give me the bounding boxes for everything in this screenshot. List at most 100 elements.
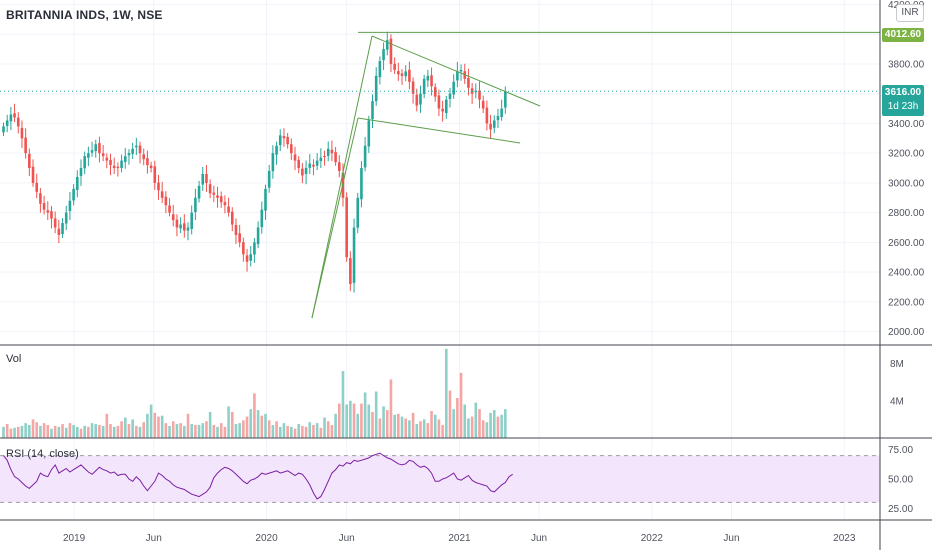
candle-body [448, 93, 452, 100]
volume-bar [242, 420, 245, 438]
price-candle [286, 133, 289, 149]
candle-body [249, 254, 253, 261]
price-candle [112, 157, 116, 174]
volume-bar [352, 403, 356, 438]
volume-bar [120, 421, 123, 438]
price-candle [201, 166, 205, 191]
price-candle [50, 206, 53, 229]
candle-body [64, 212, 68, 224]
x-axis-tick-label: 2020 [255, 533, 278, 544]
volume-bar [297, 424, 300, 438]
volume-pane-label[interactable]: Vol [6, 353, 22, 365]
price-candle [278, 129, 282, 152]
price-candle [109, 153, 112, 176]
volume-axis-tick-label: 4M [890, 396, 904, 407]
last-price-tag: 3616.00 1d 23h [882, 85, 924, 116]
volume-bar [212, 424, 216, 438]
candle-body [481, 100, 485, 109]
candle-body [234, 224, 238, 235]
candle-body [13, 113, 16, 118]
candle-body [90, 150, 94, 153]
price-candle [445, 95, 448, 119]
candle-body [323, 155, 326, 157]
candle-body [271, 153, 275, 172]
x-axis-tick-label: Jun [531, 533, 547, 544]
price-candle [153, 160, 157, 190]
price-candle [205, 165, 208, 192]
candle-body [278, 135, 282, 146]
candle-body [53, 218, 57, 228]
currency-badge[interactable]: INR [896, 4, 924, 22]
volume-bar [219, 423, 223, 438]
price-candle [408, 61, 411, 90]
price-candle [253, 238, 256, 263]
candle-body [445, 99, 448, 114]
volume-bar [123, 417, 127, 438]
volume-bar [135, 425, 138, 438]
volume-bar [83, 425, 86, 438]
price-candle [24, 128, 27, 159]
price-candle [16, 112, 20, 134]
volume-bar [208, 411, 212, 438]
candle-body [430, 75, 433, 87]
volume-bar [474, 402, 478, 438]
candle-body [282, 136, 286, 139]
volume-bar [20, 425, 24, 438]
rsi-pane-label[interactable]: RSI (14, close) [6, 448, 79, 460]
volume-bar [24, 423, 27, 438]
volume-bar [326, 421, 330, 438]
volume-bar [404, 418, 408, 438]
volume-bar [5, 424, 9, 438]
candle-body [489, 123, 492, 130]
price-candle [127, 149, 131, 165]
candle-body [168, 205, 171, 213]
price-candle [275, 141, 278, 165]
price-axis-tick-label: 2400.00 [888, 268, 925, 279]
price-candle [175, 214, 179, 237]
price-candle [9, 106, 13, 131]
price-candle [356, 192, 360, 234]
price-candle [57, 219, 61, 244]
volume-bar [153, 412, 157, 438]
volume-bar [492, 410, 496, 438]
volume-bar [360, 403, 363, 438]
price-candle [39, 187, 42, 213]
price-candle [337, 155, 341, 178]
price-candle [160, 181, 164, 204]
volume-bar [171, 421, 175, 438]
candle-body [474, 90, 478, 93]
volume-bar [245, 416, 249, 438]
price-candle [168, 198, 171, 217]
volume-bar [459, 372, 463, 438]
volume-bar [183, 425, 186, 438]
price-candle [83, 151, 86, 175]
price-candle [367, 115, 371, 153]
volume-bar [131, 419, 134, 438]
candle-body [286, 136, 289, 145]
candle-body [68, 200, 72, 212]
x-axis-tick-label: Jun [146, 533, 162, 544]
symbol-title[interactable]: BRITANNIA INDS, 1W, NSE [6, 8, 163, 22]
volume-bar [168, 425, 171, 438]
candle-body [197, 185, 201, 199]
candle-body [242, 242, 245, 255]
volume-bar [267, 420, 271, 438]
x-axis-tick-label: Jun [723, 533, 739, 544]
candle-body [79, 168, 83, 176]
price-candle [485, 100, 489, 131]
volume-bar [481, 420, 485, 438]
price-candle [28, 148, 31, 177]
volume-bar [101, 425, 105, 438]
volume-bar [385, 410, 389, 438]
candle-body [131, 148, 134, 154]
price-candle [171, 204, 175, 227]
candle-body [153, 166, 157, 183]
candle-body [275, 145, 278, 155]
price-candle [489, 114, 492, 139]
price-candle [404, 65, 408, 82]
volume-bar [382, 406, 385, 438]
volume-bar [42, 423, 46, 438]
volume-bar [371, 411, 374, 438]
trend-line [311, 117, 359, 319]
price-candle [282, 128, 286, 147]
